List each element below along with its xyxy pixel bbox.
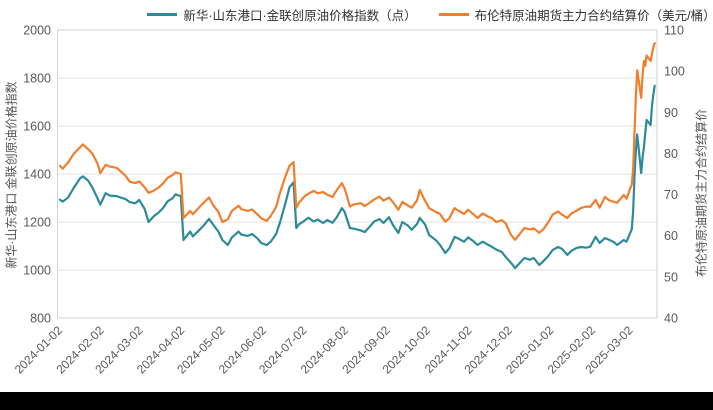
series-line-brent[interactable] <box>58 42 656 241</box>
bottom-black-bar <box>0 392 713 410</box>
svg-text:800: 800 <box>30 312 51 326</box>
y-right-tick-labels: 110 100 90 80 70 60 50 40 <box>664 24 685 326</box>
x-tick-labels: 2024-01-022024-02-022024-03-022024-04-02… <box>12 323 636 377</box>
svg-text:1600: 1600 <box>23 120 51 134</box>
left-axis-title: 新华·山东港口 金联创原油价格指数 <box>4 81 19 269</box>
svg-text:40: 40 <box>664 312 678 326</box>
legend: 新华·山东港口·金联创原油价格指数（点） 布伦特原油期货主力合约结算价（美元/桶… <box>0 5 713 24</box>
svg-text:1200: 1200 <box>23 216 51 230</box>
svg-text:2000: 2000 <box>23 24 51 38</box>
legend-item-xinhua-index[interactable]: 新华·山东港口·金联创原油价格指数（点） <box>147 5 417 24</box>
legend-label-xinhua-index: 新华·山东港口·金联创原油价格指数（点） <box>183 9 417 23</box>
right-axis-title: 布伦特原油期货主力合约结算价 <box>694 108 709 278</box>
svg-text:90: 90 <box>664 106 678 120</box>
plot-frame <box>57 29 658 319</box>
legend-item-brent[interactable]: 布伦特原油期货主力合约结算价（美元/桶） <box>438 5 713 24</box>
y-left-tick-labels: 2000 1800 1600 1400 1200 1000 800 <box>23 24 51 326</box>
svg-text:1400: 1400 <box>23 168 51 182</box>
gridlines <box>57 77 657 271</box>
svg-text:50: 50 <box>664 270 678 284</box>
svg-text:60: 60 <box>664 229 678 243</box>
svg-text:110: 110 <box>664 24 684 38</box>
svg-text:80: 80 <box>664 147 678 161</box>
series-line-xinhua-index[interactable] <box>58 84 656 270</box>
svg-text:1800: 1800 <box>23 72 51 86</box>
svg-text:100: 100 <box>664 65 685 79</box>
legend-label-brent: 布伦特原油期货主力合约结算价（美元/桶） <box>474 9 713 23</box>
legend-swatch-xinhua-index <box>147 12 178 17</box>
svg-text:70: 70 <box>664 188 678 202</box>
svg-text:1000: 1000 <box>23 264 51 278</box>
legend-swatch-brent <box>438 12 469 17</box>
plot-area: 2000 1800 1600 1400 1200 1000 800 110 100 90 80 70 6… <box>12 24 685 377</box>
